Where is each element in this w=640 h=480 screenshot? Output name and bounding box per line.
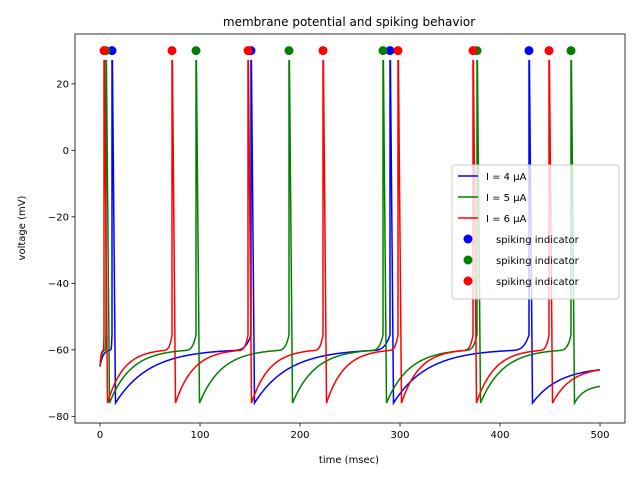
x-axis: 0 100 200 300 400 500 [97,423,610,441]
x-tick-label: 0 [97,430,103,441]
x-tick-label: 200 [290,430,309,441]
legend-label: spiking indicator [496,235,580,246]
spike-marker [378,46,388,56]
y-tick-label: −80 [48,412,69,423]
y-tick-label: 20 [56,79,69,90]
legend-marker [463,276,473,286]
x-tick-label: 100 [190,430,209,441]
legend: I = 4 μA I = 5 μA I = 6 μA spiking indicato… [451,164,620,300]
spike-marker [243,46,253,56]
spike-marker [393,46,403,56]
legend-marker [463,255,473,265]
y-tick-label: −60 [48,345,69,356]
y-tick-label: −20 [48,212,69,223]
y-tick-label: 0 [63,146,69,157]
spike-marker [167,46,177,56]
spike-marker [566,46,576,56]
spike-marker [544,46,554,56]
series-line [99,59,601,404]
y-tick-label: −40 [48,279,69,290]
legend-marker [463,234,473,244]
x-axis-label: time (msec) [319,455,379,466]
legend-label: I = 4 μA [486,172,527,183]
spike-markers [99,46,576,56]
x-tick-label: 300 [390,430,409,441]
spike-marker [191,46,201,56]
series-line [99,59,601,406]
legend-label: spiking indicator [496,277,580,288]
x-tick-label: 400 [490,430,509,441]
spike-marker [284,46,294,56]
y-axis-label: voltage (mV) [17,195,28,260]
legend-label: I = 5 μA [486,193,527,204]
spike-marker [385,46,395,56]
spike-marker [99,46,109,56]
y-axis: −80 −60 −40 −20 0 20 [48,79,75,423]
spike-marker [468,46,478,56]
spike-marker [318,46,328,56]
legend-box [451,164,620,300]
plot-frame [74,33,626,424]
x-tick-label: 500 [590,430,609,441]
plot-area [99,59,601,406]
series-line [99,59,601,406]
chart-title: membrane potential and spiking behavior [223,15,475,29]
legend-label: spiking indicator [496,256,580,267]
legend-label: I = 6 μA [486,214,527,225]
spike-marker [524,46,534,56]
